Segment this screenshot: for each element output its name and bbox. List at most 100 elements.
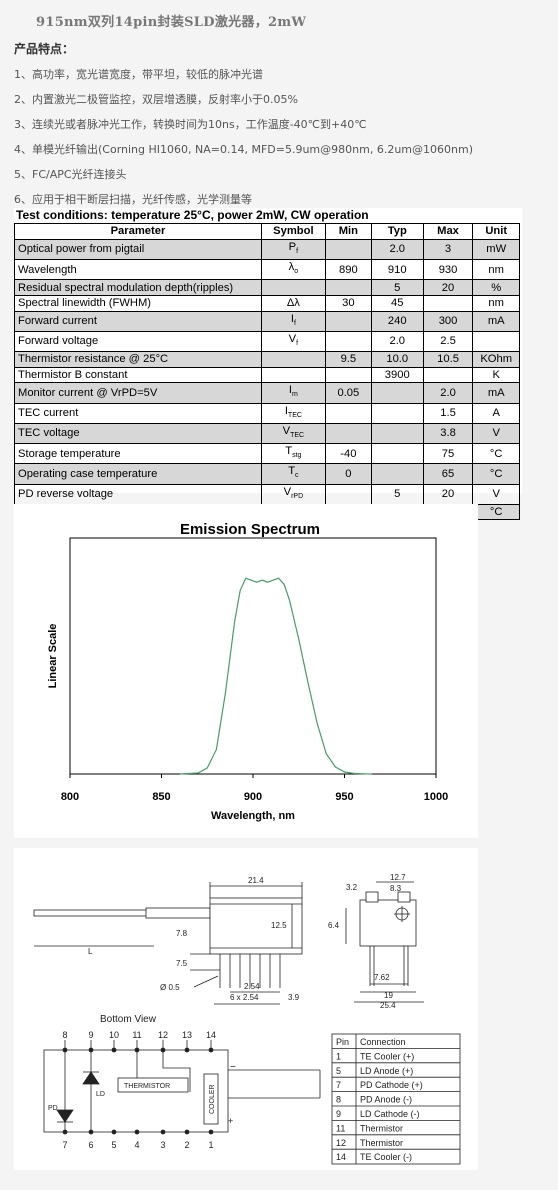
param-cell: Spectral linewidth (FWHM) bbox=[14, 294, 262, 312]
spec-table: Parameter Symbol Min Typ Max Unit Optica… bbox=[14, 223, 520, 521]
x-tick-label: 850 bbox=[152, 791, 170, 803]
max-cell: 2.5 bbox=[422, 330, 474, 353]
pin-table-rows: Pin Connection 1 TE Cooler (+) 5 LD Anode (+)… bbox=[332, 1037, 460, 1162]
param-cell: Optical power from pigtail bbox=[14, 238, 262, 260]
symbol-cell: If bbox=[260, 310, 326, 332]
symbol-cell bbox=[260, 366, 326, 384]
x-axis-label: Wavelength, nm bbox=[211, 810, 295, 822]
dim-label: 12.7 bbox=[390, 873, 406, 882]
features-heading: 产品特点： bbox=[14, 42, 75, 56]
max-cell: 20 bbox=[422, 483, 474, 505]
param-cell: Forward current bbox=[14, 310, 262, 332]
dim-label: 3.9 bbox=[288, 993, 300, 1002]
pin-table-header: Pin bbox=[336, 1037, 349, 1047]
symbol-cell bbox=[260, 279, 326, 296]
pin-number: 4 bbox=[134, 1140, 139, 1150]
cooler-label: COOLER bbox=[209, 1084, 216, 1114]
pin-table-pin: 11 bbox=[336, 1123, 345, 1133]
min-cell bbox=[324, 402, 372, 424]
dim-label: 7.8 bbox=[176, 929, 188, 938]
pd-diode-symbol bbox=[56, 1109, 74, 1123]
symbol-text: T bbox=[285, 445, 293, 458]
unit-cell: KOhm bbox=[472, 351, 520, 368]
pin-number: 10 bbox=[109, 1030, 119, 1040]
typ-cell bbox=[370, 443, 424, 465]
param-cell: Thermistor B constant bbox=[14, 366, 262, 384]
min-cell bbox=[324, 366, 372, 384]
spec-table-row: Optical power from pigtail Pf 2.0 3 mW bbox=[14, 238, 520, 260]
dim-label: 19 bbox=[384, 991, 393, 1000]
pin-table-frame bbox=[331, 1033, 461, 1165]
typ-cell bbox=[370, 402, 424, 424]
pin-table-connection: LD Anode (+) bbox=[360, 1066, 413, 1076]
typ-cell: 2.0 bbox=[370, 238, 424, 260]
symbol-text: V bbox=[283, 485, 292, 498]
pin-table-connection: TE Cooler (-) bbox=[360, 1152, 412, 1162]
pin-dot bbox=[208, 1047, 214, 1053]
spec-table-row: Monitor current @ VrPD=5V Im 0.05 2.0 mA bbox=[14, 382, 520, 404]
cooler-plus-label: + bbox=[228, 1116, 233, 1126]
max-cell: 3.8 bbox=[422, 422, 474, 445]
param-cell: Wavelength bbox=[14, 258, 262, 281]
max-cell: 1.5 bbox=[422, 402, 474, 424]
dim-label: Ø 0.5 bbox=[160, 983, 180, 992]
min-cell bbox=[324, 422, 372, 445]
unit-cell: °C bbox=[472, 463, 520, 485]
pin-table-connection: TE Cooler (+) bbox=[360, 1051, 414, 1061]
spec-table-panel: Test conditions: temperature 25°C, power… bbox=[14, 208, 522, 521]
param-cell: Storage temperature bbox=[14, 443, 262, 465]
symbol-subscript: f bbox=[296, 247, 299, 255]
spec-table-header-row: Parameter Symbol Min Typ Max Unit bbox=[14, 223, 520, 240]
pin-dot bbox=[184, 1047, 190, 1053]
min-cell: 9.5 bbox=[324, 351, 372, 368]
max-cell: 300 bbox=[422, 310, 474, 332]
pin-table-pin: 7 bbox=[336, 1080, 341, 1090]
cooler-minus-label: − bbox=[230, 1062, 236, 1073]
x-tick-label: 950 bbox=[335, 791, 353, 803]
dim-label: 8.3 bbox=[390, 884, 402, 893]
typ-cell bbox=[370, 382, 424, 404]
spec-table-row: Residual spectral modulation depth(rippl… bbox=[14, 279, 520, 296]
symbol-cell: VrPD bbox=[260, 483, 326, 505]
package-side-view: 21.4 12.5 7.8 7.5 Ø 0.5 2.54 6 x 2.54 3.… bbox=[33, 876, 303, 1005]
pin-number: 12 bbox=[158, 1030, 168, 1040]
x-tick-label: 1000 bbox=[424, 791, 448, 803]
thermistor-wire bbox=[162, 1050, 191, 1092]
symbol-text: Δλ bbox=[286, 297, 300, 310]
pin-table-pin: 1 bbox=[336, 1051, 341, 1061]
symbol-text: I bbox=[288, 384, 292, 397]
pin-dot bbox=[184, 1129, 190, 1135]
symbol-cell: Vf bbox=[260, 330, 326, 353]
min-cell bbox=[324, 330, 372, 353]
feature-item: 6、应用于相干断层扫描，光纤传感，光学测量等 bbox=[14, 193, 252, 206]
x-tick-label: 900 bbox=[244, 791, 262, 803]
pin-table-pin: 9 bbox=[336, 1109, 341, 1119]
dim-label: 7.5 bbox=[176, 959, 188, 968]
min-cell bbox=[324, 238, 372, 260]
spec-table-row: Operating case temperature Tc 0 65 °C bbox=[14, 463, 520, 485]
symbol-text: V bbox=[282, 424, 291, 437]
unit-cell: % bbox=[472, 279, 520, 296]
unit-cell: V bbox=[472, 483, 520, 505]
pin-number: 1 bbox=[208, 1140, 213, 1150]
pin-number: 2 bbox=[184, 1140, 189, 1150]
dim-label: 3.2 bbox=[346, 883, 358, 892]
symbol-cell: λo bbox=[260, 258, 326, 281]
pin-dot bbox=[160, 1129, 166, 1135]
pin-table-pin: 12 bbox=[336, 1138, 346, 1148]
end-view-tab bbox=[397, 891, 411, 903]
pin-number: 14 bbox=[206, 1030, 216, 1040]
dim-label: 12.5 bbox=[271, 921, 287, 930]
pin-number: 13 bbox=[182, 1030, 192, 1040]
pin-number: 3 bbox=[160, 1140, 165, 1150]
package-end-view: 3.2 12.7 8.3 6.4 7.62 19 25.4 bbox=[328, 873, 424, 1010]
fiber-boot bbox=[145, 907, 211, 919]
emission-spectrum-chart: Emission Spectrum Linear Scale Wavelengt… bbox=[14, 504, 478, 838]
symbol-cell: Δλ bbox=[260, 294, 326, 312]
spec-table-row: Thermistor B constant 3900 K bbox=[14, 366, 520, 384]
col-header: Min bbox=[324, 223, 372, 240]
dim-label: 21.4 bbox=[248, 876, 264, 885]
col-header: Parameter bbox=[14, 223, 262, 240]
feature-item: 2、内置激光二极管监控，双层增透膜，反射率小于0.05% bbox=[14, 93, 298, 106]
dim-label: L bbox=[88, 947, 93, 956]
